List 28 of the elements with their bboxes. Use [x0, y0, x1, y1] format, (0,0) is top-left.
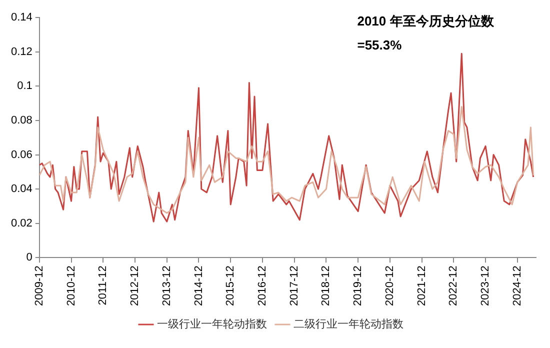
- y-tick-label: 0.12: [10, 46, 32, 58]
- x-tick-label: 2021-12: [416, 266, 428, 306]
- y-tick-label: 0.08: [10, 114, 32, 126]
- x-tick-label: 2011-12: [97, 266, 110, 306]
- x-tick-label: 2020-12: [384, 266, 396, 306]
- x-tick-label: 2019-12: [352, 266, 364, 306]
- x-tick-label: 2012-12: [129, 266, 142, 306]
- x-tick-label: 2023-12: [480, 266, 492, 306]
- y-tick-label: 0.1: [17, 80, 32, 92]
- x-tick-label: 2009-12: [33, 266, 46, 306]
- y-tick-label: 0: [26, 252, 32, 264]
- x-tick-label: 2015-12: [224, 266, 237, 306]
- y-tick-label: 0.06: [10, 148, 32, 161]
- x-tick-label: 2013-12: [160, 266, 173, 306]
- annotation: 2010 年至今历史分位数: [357, 14, 495, 29]
- annotation: =55.3%: [357, 38, 402, 53]
- y-tick-label: 0.04: [10, 183, 32, 196]
- legend-label: 一级行业一年轮动指数: [157, 318, 267, 331]
- x-tick-label: 2022-12: [448, 266, 460, 306]
- x-tick-label: 2010-12: [65, 266, 78, 306]
- x-tick-label: 2014-12: [192, 266, 205, 306]
- x-tick-label: 2017-12: [288, 266, 300, 306]
- y-tick-label: 0.14: [10, 12, 32, 24]
- x-tick-label: 2016-12: [256, 266, 269, 306]
- y-tick-label: 0.02: [10, 217, 32, 230]
- x-tick-label: 2024-12: [511, 266, 524, 306]
- legend-label: 二级行业一年轮动指数: [294, 318, 404, 331]
- x-tick-label: 2018-12: [320, 266, 332, 306]
